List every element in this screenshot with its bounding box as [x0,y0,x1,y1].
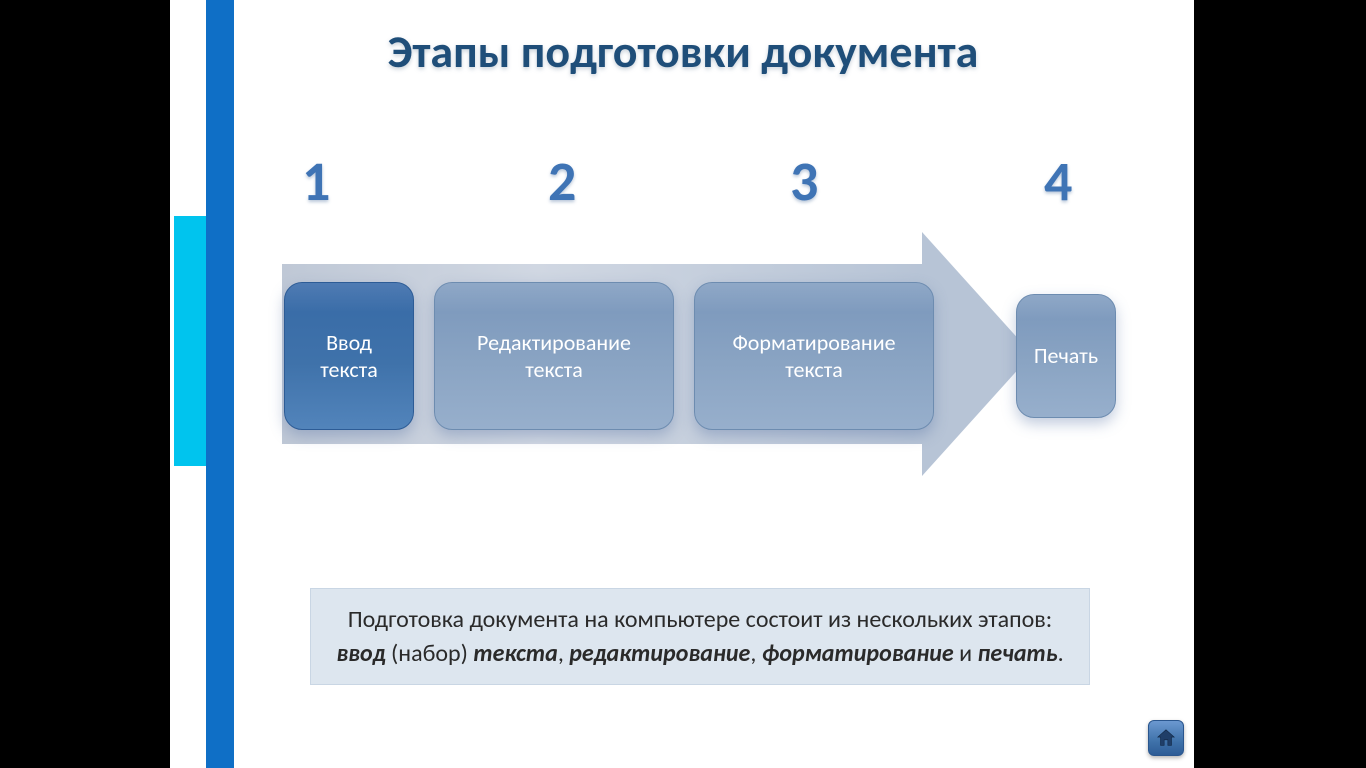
caption-box: Подготовка документа на компьютере состо… [310,588,1090,685]
step-label: Редактированиетекста [477,329,631,384]
slide-title: Этапы подготовки документа [388,24,979,80]
step-box-input: Вводтекста [284,282,414,430]
step-label: Печать [1034,342,1098,370]
step-number-1: 1 [302,148,330,216]
step-number-4: 4 [1044,148,1072,216]
step-label: Вводтекста [320,329,378,384]
sidebar-main-bar [206,0,234,768]
step-number-3: 3 [790,148,818,216]
step-label: Форматированиетекста [732,329,895,384]
step-box-print: Печать [1016,294,1116,418]
home-icon [1155,727,1177,749]
home-button[interactable] [1148,720,1184,756]
sidebar-accent-bar [174,216,206,466]
step-box-edit: Редактированиетекста [434,282,674,430]
step-number-2: 2 [548,148,576,216]
step-box-format: Форматированиетекста [694,282,934,430]
